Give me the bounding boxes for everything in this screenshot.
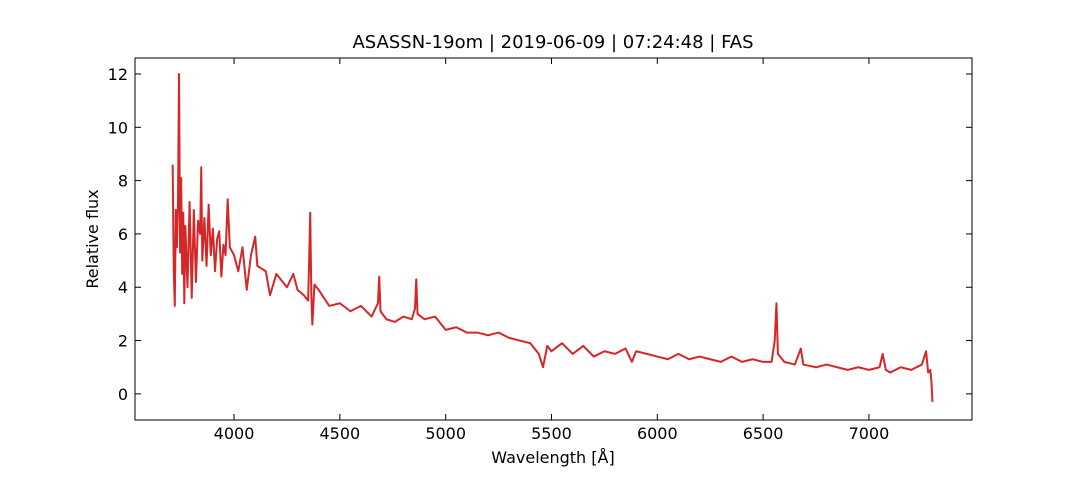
y-tick-label: 0 xyxy=(118,385,128,404)
y-tick-label: 8 xyxy=(118,172,128,191)
x-tick-label: 6000 xyxy=(637,424,678,443)
x-axis-label: Wavelength [Å] xyxy=(491,448,614,467)
x-tick-label: 5500 xyxy=(531,424,572,443)
x-tick-label: 5000 xyxy=(425,424,466,443)
x-tick-label: 6500 xyxy=(743,424,784,443)
x-tick-label: 4000 xyxy=(214,424,255,443)
plot-frame xyxy=(134,57,973,421)
chart-title: ASASSN-19om | 2019-06-09 | 07:24:48 | FA… xyxy=(352,32,753,53)
y-tick-label: 10 xyxy=(108,118,128,137)
x-tick-label: 7000 xyxy=(849,424,890,443)
y-tick-label: 2 xyxy=(118,332,128,351)
spectrum-line xyxy=(171,72,934,402)
y-tick-label: 6 xyxy=(118,225,128,244)
x-tick-label: 4500 xyxy=(319,424,360,443)
y-tick-label: 4 xyxy=(118,278,128,297)
y-axis-label: Relative flux xyxy=(83,189,102,288)
y-tick-label: 12 xyxy=(108,65,128,84)
